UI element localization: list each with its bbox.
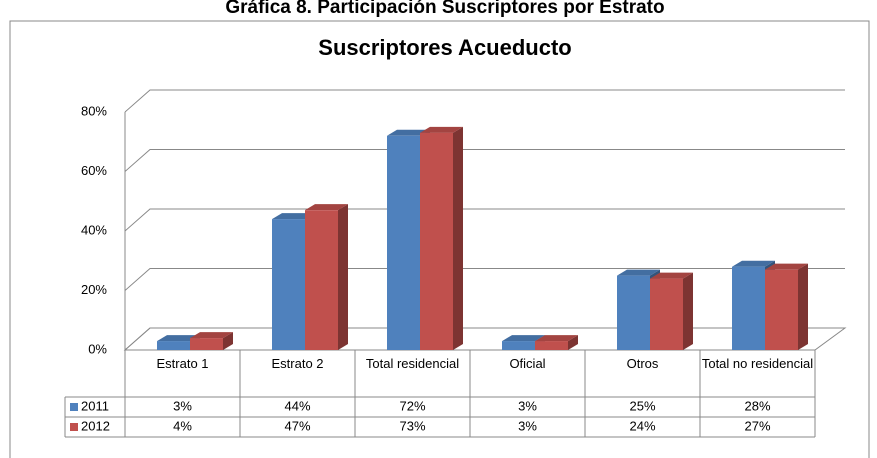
grid-line bbox=[124, 327, 845, 351]
legend-swatch bbox=[70, 423, 78, 431]
bar-top bbox=[765, 263, 808, 270]
grid-line bbox=[124, 89, 845, 113]
bar-top bbox=[650, 272, 693, 279]
y-tick-label: 0% bbox=[88, 341, 107, 356]
bar bbox=[190, 332, 233, 350]
x-tick-label: Otros bbox=[626, 356, 659, 371]
bar-front bbox=[272, 219, 305, 350]
data-label: 72% bbox=[399, 398, 425, 413]
data-label: 4% bbox=[173, 418, 192, 433]
bar-side bbox=[453, 126, 463, 350]
bar-top bbox=[617, 269, 660, 276]
y-tick-label: 80% bbox=[81, 103, 107, 118]
category-cell: Oficial bbox=[509, 356, 546, 371]
bar-front bbox=[502, 341, 535, 350]
category-cell: Estrato 2 bbox=[271, 356, 324, 371]
bar bbox=[650, 272, 693, 350]
data-label: 27% bbox=[744, 418, 770, 433]
data-label: 3% bbox=[518, 418, 537, 433]
category-cell: Total residencial bbox=[365, 356, 460, 371]
bar-front bbox=[732, 266, 765, 350]
bar-front bbox=[617, 275, 650, 350]
x-tick-label: Estrato 1 bbox=[156, 356, 209, 371]
y-tick-label: 20% bbox=[81, 282, 107, 297]
bar-front bbox=[387, 135, 420, 350]
legend-label: 2012 bbox=[81, 418, 110, 433]
category-cell: Total no residencial bbox=[701, 356, 814, 371]
grid-line bbox=[124, 208, 845, 232]
bar-top bbox=[420, 126, 463, 133]
data-label: 3% bbox=[173, 398, 192, 413]
data-label: 44% bbox=[284, 398, 310, 413]
data-label: 73% bbox=[399, 418, 425, 433]
bar-side bbox=[683, 272, 693, 350]
bar-front bbox=[190, 338, 223, 350]
legend-label: 2011 bbox=[81, 398, 109, 413]
bar-top bbox=[190, 332, 233, 339]
bar bbox=[305, 204, 348, 350]
bar bbox=[765, 263, 808, 350]
x-tick-label: Total no residencial bbox=[701, 356, 814, 371]
data-label: 3% bbox=[518, 398, 537, 413]
bar-front bbox=[420, 132, 453, 350]
bar bbox=[420, 126, 463, 350]
bar-front bbox=[765, 269, 798, 350]
bar-top bbox=[305, 204, 348, 211]
bar-top bbox=[732, 260, 775, 267]
x-tick-label: Estrato 2 bbox=[271, 356, 324, 371]
bar-front bbox=[157, 341, 190, 350]
bar-side bbox=[223, 332, 233, 350]
bar-side bbox=[568, 335, 578, 350]
category-cell: Otros bbox=[626, 356, 659, 371]
x-tick-label: Total residencial bbox=[365, 356, 460, 371]
bar-front bbox=[305, 210, 338, 350]
data-label: 28% bbox=[744, 398, 770, 413]
bar-top bbox=[387, 129, 430, 136]
grid-line bbox=[124, 149, 845, 172]
legend-swatch bbox=[70, 403, 78, 411]
chart-title: Suscriptores Acueducto bbox=[318, 35, 571, 60]
bar-top bbox=[272, 213, 315, 220]
data-label: 24% bbox=[629, 418, 655, 433]
y-tick-label: 40% bbox=[81, 222, 107, 237]
data-label: 47% bbox=[284, 418, 310, 433]
page-title: Gráfica 8. Participación Suscriptores po… bbox=[225, 0, 664, 18]
grid-line bbox=[124, 268, 845, 291]
bar-top bbox=[502, 335, 545, 342]
bar-top bbox=[535, 335, 578, 342]
bar-side bbox=[798, 263, 808, 350]
category-cell: Estrato 1 bbox=[156, 356, 209, 371]
data-label: 25% bbox=[629, 398, 655, 413]
bar-top bbox=[157, 335, 200, 342]
bar-front bbox=[535, 341, 568, 350]
bar-front bbox=[650, 278, 683, 350]
bar bbox=[535, 335, 578, 350]
y-tick-label: 60% bbox=[81, 163, 107, 178]
x-tick-label: Oficial bbox=[509, 356, 546, 371]
bar-side bbox=[338, 204, 348, 350]
